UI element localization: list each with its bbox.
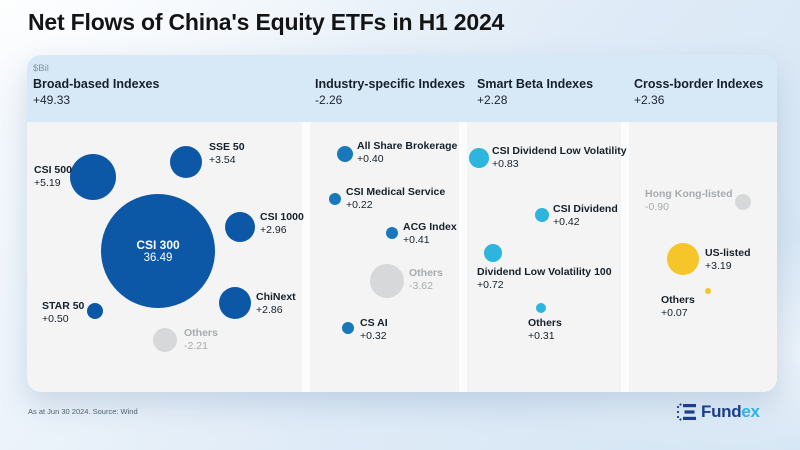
bubble-name: Others [409, 267, 443, 279]
bubble-value: +0.07 [661, 306, 688, 319]
bubble-value: -3.62 [409, 279, 433, 292]
group-header-smart-beta: Smart Beta Indexes +2.28 [477, 76, 593, 108]
bubble-label: US-listed +3.19 [705, 247, 751, 273]
group-total: +2.28 [477, 93, 508, 108]
bubble-value: +0.83 [492, 157, 519, 170]
bubble-cs-ai [342, 322, 354, 334]
group-label: Industry-specific Indexes [315, 77, 466, 91]
bubble-us-listed [667, 243, 699, 275]
bubble-name: SSE 50 [209, 141, 245, 153]
bubble-label: CSI 1000 +2.96 [260, 211, 304, 237]
bubble-hong-kong-listed [735, 194, 751, 210]
group-total: +2.36 [634, 93, 665, 108]
bubble-star-50 [87, 303, 103, 319]
bubble-name: CSI 1000 [260, 211, 304, 223]
bubble-label: CSI Dividend Low Volatility +0.83 [492, 145, 627, 171]
bubble-label: Others +0.07 [661, 294, 695, 320]
bubble-label: SSE 50 +3.54 [209, 141, 245, 167]
fundex-logo-text: Fundex [701, 402, 760, 421]
header-band [27, 55, 777, 122]
bubble-csi-dividend-low-volatility [469, 148, 489, 168]
bubble-csi-dividend [535, 208, 549, 222]
bubble-label: Others +0.31 [528, 317, 562, 343]
bubble-others [153, 328, 177, 352]
bubble-name: US-listed [705, 247, 751, 259]
bubble-value: -0.90 [645, 200, 669, 213]
bubble-name: STAR 50 [42, 300, 85, 312]
bubble-name: Hong Kong-listed [645, 188, 733, 200]
bubble-others [370, 264, 404, 298]
bubble-name: Others [184, 327, 218, 339]
bubble-value: +0.32 [360, 329, 387, 342]
group-header-industry-specific: Industry-specific Indexes -2.26 [315, 76, 465, 108]
bubble-csi-medical-service [329, 193, 341, 205]
bubble-label: ChiNext +2.86 [256, 291, 296, 317]
bubble-label: Others -2.21 [184, 327, 218, 353]
bubble-value: +0.31 [528, 329, 555, 342]
bubble-value: +0.50 [42, 312, 69, 325]
bubble-name: ACG Index [403, 221, 457, 233]
bubble-value: +0.41 [403, 233, 430, 246]
bubble-value: 36.49 [143, 252, 173, 264]
bubble-sse-50 [170, 146, 202, 178]
bubble-all-share-brokerage [337, 146, 353, 162]
bubble-name: CSI 300 [136, 238, 180, 252]
bubble-label: CS AI +0.32 [360, 317, 388, 343]
group-label: Cross-border Indexes [634, 77, 764, 91]
bubble-value: +0.40 [357, 152, 384, 165]
bubble-name: Dividend Low Volatility 100 [477, 266, 612, 278]
group-total: -2.26 [315, 93, 343, 108]
bubble-csi-1000 [225, 212, 255, 242]
bubble-label: Others -3.62 [409, 267, 443, 293]
bubble-label: CSI 500 +5.19 [34, 164, 72, 190]
bubble-acg-index [386, 227, 398, 239]
unit-label: $Bil [33, 63, 49, 74]
panel-cross-border [629, 122, 777, 392]
bubble-label: ACG Index +0.41 [403, 221, 457, 247]
group-total: +49.33 [33, 93, 71, 108]
bubble-value: -2.21 [184, 339, 208, 352]
bubble-value: +0.22 [346, 198, 373, 211]
bubble-chinext [219, 287, 251, 319]
panel-industry-specific [310, 122, 459, 392]
bubble-name: CSI Dividend Low Volatility [492, 145, 627, 157]
group-header-broad-based: Broad-based Indexes +49.33 [33, 76, 159, 108]
bubble-value: +2.86 [256, 303, 283, 316]
bubble-value: +3.54 [209, 153, 236, 166]
bubble-value: +2.96 [260, 223, 287, 236]
bubble-label: CSI Medical Service +0.22 [346, 186, 445, 212]
bubble-name: Others [528, 317, 562, 329]
fundex-logo-icon [676, 403, 696, 421]
bubble-value: +0.42 [553, 215, 580, 228]
bubble-csi-500 [70, 154, 116, 200]
group-label: Broad-based Indexes [33, 77, 160, 91]
group-header-cross-border: Cross-border Indexes +2.36 [634, 76, 763, 108]
page-title: Net Flows of China's Equity ETFs in H1 2… [28, 9, 505, 35]
bubble-label: STAR 50 +0.50 [42, 300, 84, 326]
bubble-dividend-low-volatility-100 [484, 244, 502, 262]
bubble-value: +3.19 [705, 259, 732, 272]
bubble-inner-label: CSI 300 36.49 [136, 238, 179, 264]
bubble-csi-300: CSI 300 36.49 [101, 194, 215, 308]
bubble-others [536, 303, 546, 313]
bubble-name: CSI Medical Service [346, 186, 446, 198]
bubble-others [705, 288, 711, 294]
bubble-label: CSI Dividend +0.42 [553, 203, 618, 229]
bubble-name: CS AI [360, 317, 388, 329]
bubble-label: Hong Kong-listed -0.90 [645, 188, 733, 214]
bubble-name: CSI Dividend [553, 203, 618, 215]
fundex-logo: Fundex [676, 402, 760, 422]
bubble-name: All Share Brokerage [357, 140, 458, 152]
bubble-name: Others [661, 294, 695, 306]
group-label: Smart Beta Indexes [477, 77, 594, 91]
bubble-label: Dividend Low Volatility 100 +0.72 [477, 266, 612, 292]
bubble-name: CSI 500 [34, 164, 72, 176]
bubble-value: +5.19 [34, 176, 61, 189]
bubble-name: ChiNext [256, 291, 296, 303]
footnote: As at Jun 30 2024. Source: Wind [28, 407, 138, 416]
bubble-label: All Share Brokerage +0.40 [357, 140, 457, 166]
bubble-value: +0.72 [477, 278, 504, 291]
